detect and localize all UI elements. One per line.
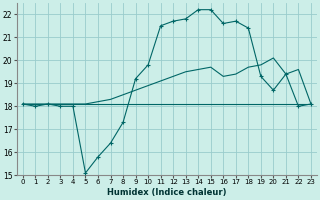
X-axis label: Humidex (Indice chaleur): Humidex (Indice chaleur) xyxy=(107,188,227,197)
